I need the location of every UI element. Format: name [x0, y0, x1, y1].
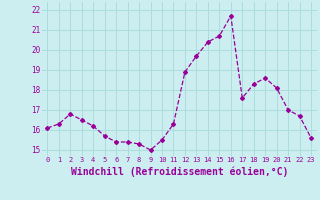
- X-axis label: Windchill (Refroidissement éolien,°C): Windchill (Refroidissement éolien,°C): [70, 166, 288, 177]
